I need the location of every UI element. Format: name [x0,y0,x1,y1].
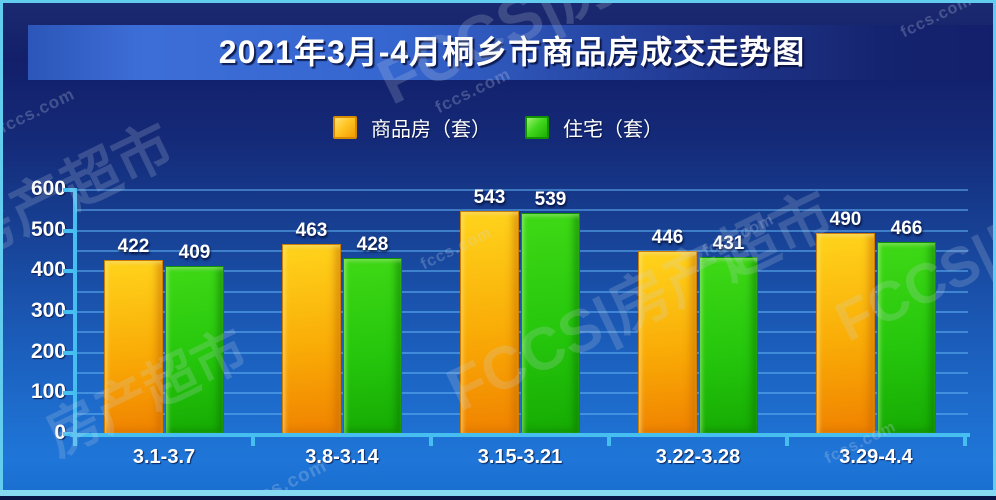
bar-group-3.8-3.14: 463 428 [253,220,431,434]
border-left [0,0,3,496]
bar-commercial-2: 543 [460,187,519,434]
legend-item-residential: 住宅（套） [525,113,663,142]
border-bottom-cyan [0,490,996,496]
y-axis-tick [63,350,74,355]
bar-residential-3: 431 [699,233,758,434]
x-axis-line [70,433,970,437]
x-axis-label: 3.15-3.21 [477,446,563,468]
bar-value-label: 409 [178,242,211,263]
bar-value-label: 431 [712,233,745,254]
title-banner: 2021年3月-4月桐乡市商品房成交走势图 [28,25,996,80]
bar-commercial-0: 422 [104,236,163,434]
x-axis-label: 3.1-3.7 [132,446,196,468]
border-right [993,0,996,496]
border-bottom-navy [0,496,996,500]
legend-item-commercial: 商品房（套） [333,113,491,142]
bar-value-label: 539 [534,189,567,210]
bar-value-label: 543 [473,187,506,208]
chart-title: 2021年3月-4月桐乡市商品房成交走势图 [218,34,806,70]
y-axis-line [73,188,77,436]
y-axis-label: 100 [30,380,66,404]
legend-swatch-residential [525,116,549,139]
y-axis-label: 300 [30,299,66,322]
border-top [0,0,996,3]
bar-group-3.15-3.21: 543 539 [431,187,609,434]
y-axis-tick [63,310,74,314]
x-axis-tick [607,437,611,446]
y-axis-label: 0 [54,421,66,444]
legend-label-commercial: 商品房（套） [371,119,491,141]
x-axis-tick [785,437,789,446]
legend: 商品房（套） 住宅（套） [0,113,996,142]
bar-group-3.22-3.28: 446 431 [609,227,787,434]
x-axis-label: 3.22-3.28 [655,446,741,468]
bar-residential-1: 428 [343,234,402,434]
y-axis-tick [63,432,74,436]
bar-value-label: 446 [651,227,684,248]
x-axis-tick [73,437,77,446]
bar-commercial-4: 490 [816,209,875,434]
y-axis-label: 500 [30,217,66,241]
y-axis-tick [63,269,74,274]
bar-residential-4: 466 [877,218,936,434]
bar-value-label: 428 [356,234,389,255]
x-axis-label: 3.8-3.14 [305,446,379,468]
y-axis-label: 400 [30,258,66,282]
y-axis-tick [63,188,74,192]
bar-value-label: 422 [117,236,150,257]
x-axis-tick [429,437,433,446]
bar-residential-2: 539 [521,189,580,434]
bar-value-label: 466 [890,218,923,239]
y-axis-tick [63,391,74,396]
y-axis-label: 600 [30,177,66,200]
gridline [77,209,968,212]
bar-value-label: 490 [829,209,862,230]
x-axis-label: 3.29-4.4 [839,446,913,468]
x-axis-tick [251,437,255,446]
legend-label-residential: 住宅（套） [563,119,663,141]
bar-commercial-1: 463 [282,220,341,434]
bar-residential-0: 409 [165,242,224,434]
y-axis-tick [63,228,74,233]
gridline [77,189,968,191]
bar-group-3.29-4.4: 490 466 [787,209,965,434]
bar-group-3.1-3.7: 422 409 [75,236,253,434]
bar-value-label: 463 [295,220,328,241]
bar-commercial-3: 446 [638,227,697,434]
y-axis-label: 200 [30,339,66,363]
x-axis-tick [963,437,967,446]
legend-swatch-commercial [333,116,357,139]
